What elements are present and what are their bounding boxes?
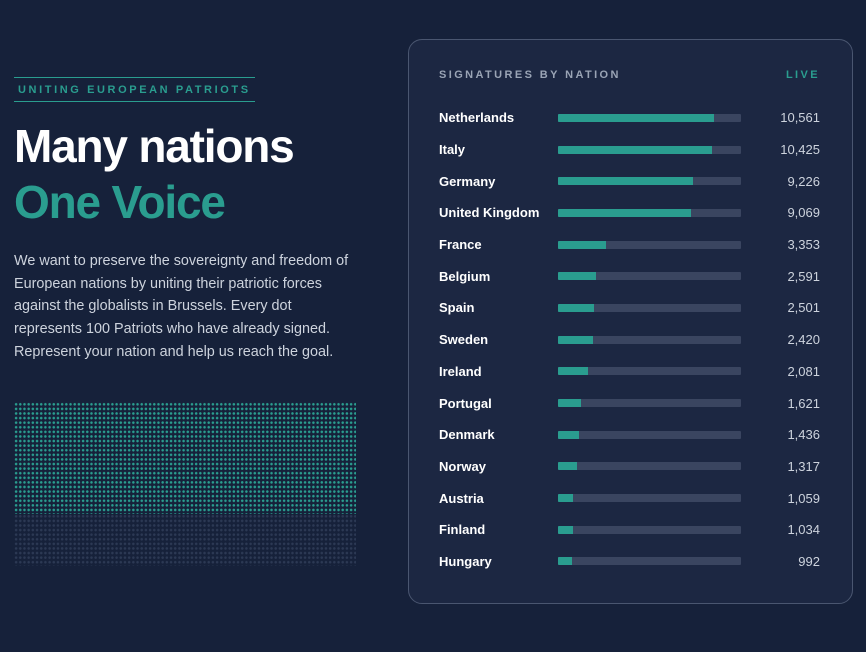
signature-count: 2,081 — [787, 363, 820, 379]
signature-bar-fill — [558, 272, 596, 281]
signature-bar-track — [558, 494, 741, 503]
nation-name: Belgium — [439, 268, 491, 284]
signature-bar-track — [558, 240, 741, 249]
nation-row: Austria 1,059 — [439, 482, 820, 514]
signature-bar-fill — [558, 335, 593, 344]
nation-row: Netherlands 10,561 — [439, 102, 820, 134]
signature-bar-track — [558, 367, 741, 376]
signature-bar-fill — [558, 430, 580, 439]
signature-bar-fill — [558, 557, 573, 566]
nation-name: Italy — [439, 142, 466, 158]
signature-count: 1,059 — [787, 490, 820, 506]
nation-row: United Kingdom 9,069 — [439, 197, 820, 229]
signature-count: 992 — [798, 553, 820, 569]
nation-name: Denmark — [439, 427, 495, 443]
signature-bar-track — [558, 335, 741, 344]
signature-count: 1,034 — [787, 522, 820, 538]
nation-name: Portugal — [439, 395, 492, 411]
nation-row: Portugal 1,621 — [439, 387, 820, 419]
nation-name: Netherlands — [439, 110, 515, 126]
nation-name: Finland — [439, 522, 486, 538]
live-badge: LIVE — [785, 69, 820, 81]
nation-name: France — [439, 237, 482, 253]
signature-bar-fill — [558, 367, 589, 376]
nation-row: Sweden 2,420 — [439, 324, 820, 356]
signature-count: 1,317 — [787, 458, 820, 474]
nation-name: Spain — [439, 300, 475, 316]
nation-row: Italy 10,425 — [439, 134, 820, 166]
signature-bar-track — [558, 208, 741, 217]
signature-bar-fill — [558, 177, 694, 186]
signature-count: 1,436 — [787, 427, 820, 443]
nation-row: France 3,353 — [439, 229, 820, 261]
nation-name: Hungary — [439, 553, 492, 569]
signature-bar-track — [558, 462, 741, 471]
nation-name: United Kingdom — [439, 205, 540, 221]
intro-text: We want to preserve the sovereignty and … — [14, 253, 349, 360]
signature-bar-track — [558, 145, 741, 154]
signature-bar-track — [558, 525, 741, 534]
nation-row: Spain 2,501 — [439, 292, 820, 324]
card-title: SIGNATURES BY NATION — [439, 69, 621, 81]
nation-name: Austria — [439, 490, 484, 506]
signature-count: 2,591 — [787, 268, 820, 284]
signature-bar-track — [558, 177, 741, 186]
signature-bar-track — [558, 272, 741, 281]
nation-list: Netherlands 10,561 Italy 10,425 Germany 9,226… — [439, 102, 820, 577]
signature-bar-fill — [558, 240, 607, 249]
signature-bar-fill — [558, 303, 595, 312]
unfilled-dots — [14, 513, 356, 566]
nation-row: Ireland 2,081 — [439, 356, 820, 388]
nation-name: Germany — [439, 173, 496, 189]
signature-bar-track — [558, 430, 741, 439]
signature-bar-fill — [558, 399, 581, 408]
card-header: SIGNATURES BY NATION LIVE — [439, 69, 820, 81]
signature-bar-fill — [558, 145, 712, 154]
signatures-card: SIGNATURES BY NATION LIVE Netherlands 10,… — [408, 39, 853, 604]
headline-line-2: One Voice — [14, 176, 226, 228]
signature-count: 9,069 — [787, 205, 820, 221]
signature-bar-track — [558, 113, 741, 122]
signature-bar-fill — [558, 525, 573, 534]
nation-row: Norway 1,317 — [439, 451, 820, 483]
nation-row: Belgium 2,591 — [439, 260, 820, 292]
nation-row: Germany 9,226 — [439, 165, 820, 197]
nation-row: Hungary 992 — [439, 546, 820, 578]
signature-count: 3,353 — [787, 237, 820, 253]
nation-name: Ireland — [439, 363, 482, 379]
signature-count: 10,425 — [780, 142, 820, 158]
signature-count: 10,561 — [780, 110, 820, 126]
signature-bar-fill — [558, 494, 574, 503]
signature-bar-track — [558, 399, 741, 408]
signature-count: 9,226 — [787, 173, 820, 189]
tagline: UNITING EUROPEAN PATRIOTS — [14, 77, 255, 102]
signature-count: 1,621 — [787, 395, 820, 411]
signature-bar-fill — [558, 113, 714, 122]
nation-name: Norway — [439, 458, 486, 474]
signature-count: 2,501 — [787, 300, 820, 316]
signature-count: 2,420 — [787, 332, 820, 348]
signature-bar-fill — [558, 208, 691, 217]
signature-bar-fill — [558, 462, 578, 471]
patriot-dot-grid — [14, 402, 356, 566]
nation-row: Denmark 1,436 — [439, 419, 820, 451]
signature-bar-track — [558, 303, 741, 312]
signature-bar-track — [558, 557, 741, 566]
nation-row: Finland 1,034 — [439, 514, 820, 546]
headline: Many nations One Voice — [14, 118, 295, 230]
headline-line-1: Many nations — [14, 120, 295, 172]
nation-name: Sweden — [439, 332, 489, 348]
